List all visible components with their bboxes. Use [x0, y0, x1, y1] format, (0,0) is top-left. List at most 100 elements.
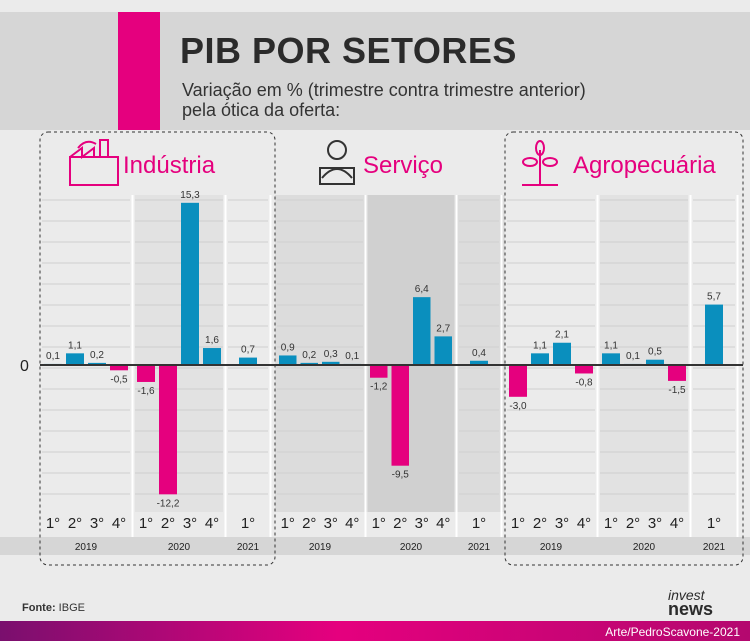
quarter-label: 2° — [626, 515, 640, 532]
bar-indústria-7 — [203, 348, 221, 365]
year-strip — [0, 537, 750, 555]
quarter-label: 1° — [472, 515, 486, 532]
bar-label: 0,7 — [241, 345, 255, 356]
year-label: 2020 — [168, 542, 191, 553]
quarter-label: 2° — [533, 515, 547, 532]
bar-indústria-8 — [239, 357, 257, 365]
bar-label: 0,5 — [648, 347, 662, 358]
quarter-label: 4° — [436, 515, 450, 532]
bar-indústria-5 — [159, 365, 177, 495]
quarter-label: 2° — [68, 515, 82, 532]
bar-label: -1,6 — [137, 386, 155, 397]
quarter-label: 4° — [205, 515, 219, 532]
bar-label: 0,3 — [324, 349, 338, 360]
quarter-label: 2° — [302, 515, 316, 532]
industria-box — [39, 131, 276, 566]
year-label: 2019 — [75, 542, 98, 553]
bar-label: 0,2 — [302, 350, 316, 361]
accent-bar — [118, 12, 160, 130]
bar-serviço-7 — [434, 336, 452, 365]
bar-label: -1,2 — [370, 382, 388, 393]
quarter-label: 3° — [648, 515, 662, 532]
quarter-label: 3° — [90, 515, 104, 532]
bar-label: -9,5 — [392, 470, 410, 481]
bar-label: 1,1 — [533, 340, 547, 351]
logo-top: invest — [668, 587, 705, 603]
source-label: Fonte: — [22, 602, 56, 614]
bar-agropecuária-4 — [602, 353, 620, 365]
bar-agropecuária-7 — [668, 365, 686, 381]
bar-agropecuária-2 — [553, 342, 571, 365]
bar-serviço-2 — [322, 361, 340, 365]
year-label: 2021 — [468, 542, 491, 553]
quarter-label: 1° — [241, 515, 255, 532]
plant-icon — [522, 140, 558, 186]
quarter-label: 2° — [393, 515, 407, 532]
bar-label: 0,1 — [46, 351, 60, 362]
bar-agropecuária-8 — [705, 304, 723, 365]
bar-label: -0,8 — [575, 377, 593, 388]
investnews-logo: invest news — [668, 587, 714, 619]
bar-label: 6,4 — [415, 284, 429, 295]
page-title: PIB POR SETORES — [180, 30, 517, 71]
bar-label: 1,1 — [68, 340, 82, 351]
quarter-label: 2° — [161, 515, 175, 532]
bar-indústria-1 — [66, 353, 84, 365]
bar-serviço-6 — [413, 297, 431, 365]
logo-bottom: news — [668, 599, 714, 619]
bar-serviço-8 — [470, 360, 488, 365]
bar-serviço-5 — [391, 365, 409, 466]
bar-agropecuária-0 — [509, 365, 527, 397]
subtitle: Variação em % (trimestre contra trimestr… — [182, 80, 586, 120]
quarter-label: 3° — [183, 515, 197, 532]
bar-label: -3,0 — [509, 401, 527, 412]
quarter-label: 3° — [555, 515, 569, 532]
bar-indústria-6 — [181, 202, 199, 365]
bar-label: 1,6 — [205, 335, 219, 346]
bar-label: 0,9 — [281, 342, 295, 353]
panel-title-indústria: Indústria — [123, 152, 216, 179]
panel-title-agropecuária: Agropecuária — [573, 152, 716, 179]
year-label: 2021 — [237, 542, 260, 553]
quarter-label: 1° — [511, 515, 525, 532]
bar-indústria-3 — [110, 365, 128, 371]
bar-agropecuária-1 — [531, 353, 549, 365]
bar-indústria-4 — [137, 365, 155, 382]
quarter-label: 4° — [577, 515, 591, 532]
bar-label: 2,1 — [555, 330, 569, 341]
year-label: 2019 — [309, 542, 332, 553]
footer-bar — [0, 621, 750, 641]
zero-label: 0 — [20, 358, 29, 375]
quarter-label: 4° — [670, 515, 684, 532]
bar-serviço-1 — [300, 362, 318, 365]
quarter-label: 4° — [112, 515, 126, 532]
subtitle-line-2: pela ótica da oferta: — [182, 100, 341, 120]
bar-indústria-2 — [88, 362, 106, 365]
credit: Arte/PedroScavone-2021 — [605, 625, 740, 639]
bar-label: 0,1 — [345, 351, 359, 362]
quarter-label: 1° — [707, 515, 721, 532]
year-label: 2020 — [400, 542, 423, 553]
panel-title-serviço: Serviço — [363, 152, 443, 179]
factory-icon — [69, 139, 119, 186]
bar-label: 0,2 — [90, 350, 104, 361]
bar-label: 2,7 — [436, 323, 450, 334]
worker-icon — [319, 140, 355, 185]
source: Fonte: IBGE — [22, 602, 85, 614]
bar-serviço-0 — [279, 355, 297, 365]
bar-label: 0,4 — [472, 348, 486, 359]
bar-label: 5,7 — [707, 292, 721, 303]
bar-label: 15,3 — [180, 190, 200, 201]
bar-label: -0,5 — [110, 374, 128, 385]
quarter-label: 1° — [281, 515, 295, 532]
quarter-label: 3° — [415, 515, 429, 532]
quarter-label: 1° — [46, 515, 60, 532]
quarter-label: 1° — [604, 515, 618, 532]
bar-agropecuária-6 — [646, 359, 664, 365]
quarter-label: 4° — [345, 515, 359, 532]
year-label: 2021 — [703, 542, 726, 553]
bar-label: 1,1 — [604, 340, 618, 351]
agro-box — [504, 131, 744, 566]
quarter-label: 1° — [372, 515, 386, 532]
